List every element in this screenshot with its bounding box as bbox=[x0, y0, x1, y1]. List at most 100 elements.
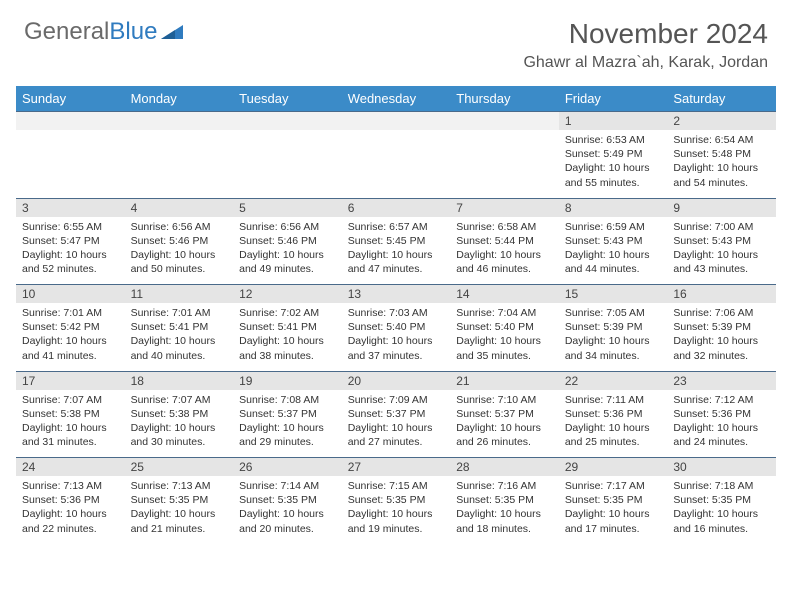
daylight-text: Daylight: 10 hours and 21 minutes. bbox=[131, 507, 228, 535]
day-number-cell bbox=[16, 112, 125, 131]
sunrise-text: Sunrise: 6:58 AM bbox=[456, 220, 553, 234]
day-content-cell bbox=[450, 130, 559, 198]
sunset-text: Sunset: 5:49 PM bbox=[565, 147, 662, 161]
logo: GeneralBlue bbox=[24, 18, 183, 46]
sunrise-text: Sunrise: 7:07 AM bbox=[131, 393, 228, 407]
sunset-text: Sunset: 5:46 PM bbox=[131, 234, 228, 248]
sunset-text: Sunset: 5:39 PM bbox=[673, 320, 770, 334]
sunrise-text: Sunrise: 6:54 AM bbox=[673, 133, 770, 147]
day-number-cell: 25 bbox=[125, 458, 234, 477]
daylight-text: Daylight: 10 hours and 24 minutes. bbox=[673, 421, 770, 449]
day-content-cell: Sunrise: 7:01 AMSunset: 5:42 PMDaylight:… bbox=[16, 303, 125, 371]
weekday-header: Tuesday bbox=[233, 86, 342, 112]
daylight-text: Daylight: 10 hours and 52 minutes. bbox=[22, 248, 119, 276]
daylight-text: Daylight: 10 hours and 27 minutes. bbox=[348, 421, 445, 449]
day-content-cell bbox=[233, 130, 342, 198]
daylight-text: Daylight: 10 hours and 19 minutes. bbox=[348, 507, 445, 535]
sunset-text: Sunset: 5:38 PM bbox=[131, 407, 228, 421]
day-number-cell: 28 bbox=[450, 458, 559, 477]
day-content-cell: Sunrise: 6:56 AMSunset: 5:46 PMDaylight:… bbox=[233, 217, 342, 285]
day-number-cell: 9 bbox=[667, 198, 776, 217]
sunrise-text: Sunrise: 7:07 AM bbox=[22, 393, 119, 407]
day-content-cell: Sunrise: 7:14 AMSunset: 5:35 PMDaylight:… bbox=[233, 476, 342, 544]
day-number-cell: 17 bbox=[16, 371, 125, 390]
day-content-cell: Sunrise: 7:05 AMSunset: 5:39 PMDaylight:… bbox=[559, 303, 668, 371]
day-number-cell: 18 bbox=[125, 371, 234, 390]
daylight-text: Daylight: 10 hours and 55 minutes. bbox=[565, 161, 662, 189]
day-number-cell: 13 bbox=[342, 285, 451, 304]
sunrise-text: Sunrise: 7:01 AM bbox=[131, 306, 228, 320]
daylight-text: Daylight: 10 hours and 35 minutes. bbox=[456, 334, 553, 362]
day-number-cell: 22 bbox=[559, 371, 668, 390]
weekday-header: Monday bbox=[125, 86, 234, 112]
day-content-cell: Sunrise: 7:17 AMSunset: 5:35 PMDaylight:… bbox=[559, 476, 668, 544]
sunrise-text: Sunrise: 6:59 AM bbox=[565, 220, 662, 234]
sunset-text: Sunset: 5:38 PM bbox=[22, 407, 119, 421]
sunset-text: Sunset: 5:35 PM bbox=[239, 493, 336, 507]
day-number-cell: 5 bbox=[233, 198, 342, 217]
daylight-text: Daylight: 10 hours and 22 minutes. bbox=[22, 507, 119, 535]
day-content-cell: Sunrise: 6:55 AMSunset: 5:47 PMDaylight:… bbox=[16, 217, 125, 285]
weekday-header: Friday bbox=[559, 86, 668, 112]
sunset-text: Sunset: 5:47 PM bbox=[22, 234, 119, 248]
daylight-text: Daylight: 10 hours and 41 minutes. bbox=[22, 334, 119, 362]
day-content-cell bbox=[16, 130, 125, 198]
day-number-cell: 10 bbox=[16, 285, 125, 304]
location-text: Ghawr al Mazra`ah, Karak, Jordan bbox=[523, 54, 768, 72]
day-content-cell: Sunrise: 7:13 AMSunset: 5:36 PMDaylight:… bbox=[16, 476, 125, 544]
day-number-cell bbox=[342, 112, 451, 131]
day-number-cell: 19 bbox=[233, 371, 342, 390]
day-content-cell: Sunrise: 7:09 AMSunset: 5:37 PMDaylight:… bbox=[342, 390, 451, 458]
day-content-cell: Sunrise: 7:15 AMSunset: 5:35 PMDaylight:… bbox=[342, 476, 451, 544]
day-number-cell: 11 bbox=[125, 285, 234, 304]
day-number-cell: 15 bbox=[559, 285, 668, 304]
sunrise-text: Sunrise: 7:05 AM bbox=[565, 306, 662, 320]
daylight-text: Daylight: 10 hours and 16 minutes. bbox=[673, 507, 770, 535]
daylight-text: Daylight: 10 hours and 34 minutes. bbox=[565, 334, 662, 362]
sunrise-text: Sunrise: 7:11 AM bbox=[565, 393, 662, 407]
day-content-cell: Sunrise: 7:04 AMSunset: 5:40 PMDaylight:… bbox=[450, 303, 559, 371]
day-content-cell: Sunrise: 6:58 AMSunset: 5:44 PMDaylight:… bbox=[450, 217, 559, 285]
daylight-text: Daylight: 10 hours and 46 minutes. bbox=[456, 248, 553, 276]
sunset-text: Sunset: 5:45 PM bbox=[348, 234, 445, 248]
day-number-cell: 27 bbox=[342, 458, 451, 477]
sunrise-text: Sunrise: 7:09 AM bbox=[348, 393, 445, 407]
weekday-header: Sunday bbox=[16, 86, 125, 112]
day-content-row: Sunrise: 6:55 AMSunset: 5:47 PMDaylight:… bbox=[16, 217, 776, 285]
sunset-text: Sunset: 5:41 PM bbox=[239, 320, 336, 334]
day-number-cell: 24 bbox=[16, 458, 125, 477]
day-content-cell: Sunrise: 7:10 AMSunset: 5:37 PMDaylight:… bbox=[450, 390, 559, 458]
sunset-text: Sunset: 5:37 PM bbox=[456, 407, 553, 421]
daylight-text: Daylight: 10 hours and 44 minutes. bbox=[565, 248, 662, 276]
sunrise-text: Sunrise: 6:55 AM bbox=[22, 220, 119, 234]
daylight-text: Daylight: 10 hours and 30 minutes. bbox=[131, 421, 228, 449]
day-content-row: Sunrise: 6:53 AMSunset: 5:49 PMDaylight:… bbox=[16, 130, 776, 198]
sunset-text: Sunset: 5:36 PM bbox=[673, 407, 770, 421]
daylight-text: Daylight: 10 hours and 18 minutes. bbox=[456, 507, 553, 535]
day-content-cell: Sunrise: 7:01 AMSunset: 5:41 PMDaylight:… bbox=[125, 303, 234, 371]
day-content-cell: Sunrise: 7:18 AMSunset: 5:35 PMDaylight:… bbox=[667, 476, 776, 544]
daylight-text: Daylight: 10 hours and 47 minutes. bbox=[348, 248, 445, 276]
day-number-cell: 4 bbox=[125, 198, 234, 217]
daylight-text: Daylight: 10 hours and 40 minutes. bbox=[131, 334, 228, 362]
day-content-cell: Sunrise: 6:57 AMSunset: 5:45 PMDaylight:… bbox=[342, 217, 451, 285]
sunrise-text: Sunrise: 7:14 AM bbox=[239, 479, 336, 493]
sunrise-text: Sunrise: 7:15 AM bbox=[348, 479, 445, 493]
daylight-text: Daylight: 10 hours and 50 minutes. bbox=[131, 248, 228, 276]
daylight-text: Daylight: 10 hours and 43 minutes. bbox=[673, 248, 770, 276]
day-number-cell: 1 bbox=[559, 112, 668, 131]
sunset-text: Sunset: 5:40 PM bbox=[456, 320, 553, 334]
day-number-cell: 14 bbox=[450, 285, 559, 304]
daylight-text: Daylight: 10 hours and 25 minutes. bbox=[565, 421, 662, 449]
sunrise-text: Sunrise: 7:13 AM bbox=[22, 479, 119, 493]
sunrise-text: Sunrise: 6:57 AM bbox=[348, 220, 445, 234]
sunrise-text: Sunrise: 7:01 AM bbox=[22, 306, 119, 320]
sunset-text: Sunset: 5:35 PM bbox=[565, 493, 662, 507]
page-header: GeneralBlue November 2024 Ghawr al Mazra… bbox=[0, 0, 792, 80]
day-number-cell: 26 bbox=[233, 458, 342, 477]
day-number-cell: 8 bbox=[559, 198, 668, 217]
day-number-cell bbox=[233, 112, 342, 131]
sunset-text: Sunset: 5:39 PM bbox=[565, 320, 662, 334]
day-content-cell bbox=[342, 130, 451, 198]
sunrise-text: Sunrise: 7:12 AM bbox=[673, 393, 770, 407]
